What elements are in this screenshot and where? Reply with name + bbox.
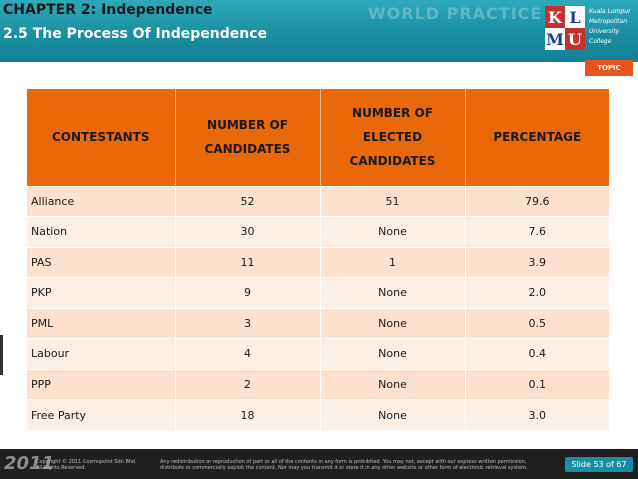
table-row: Free Party 18 None 3.0 [27,399,609,430]
logo-letter: K [545,6,565,28]
cell-elected: None [320,399,466,430]
cell-elected: 1 [320,246,466,278]
cell-elected: None [320,368,466,400]
header-percentage: PERCENTAGE [465,89,609,186]
cell-candidates: 30 [175,216,321,247]
cell-party: Free Party [27,399,176,430]
election-results-table: CONTESTANTS NUMBER OF CANDIDATES NUMBER … [27,89,609,430]
cell-elected: None [320,216,466,247]
cell-percentage: 0.5 [465,307,609,339]
slide-header: CHAPTER 2: Independence 2.5 The Process … [0,0,638,62]
cell-elected: 51 [320,185,466,217]
cell-party: Alliance [27,185,176,217]
cell-party: PPP [27,368,176,400]
footer-copyright: Copyright © 2011 Cosmopoint Sdn Bhd. All… [36,459,156,471]
header-label: CONTESTANTS [52,130,150,145]
notice-line: distribute or commercially exploit the c… [160,465,528,471]
cell-percentage: 7.6 [465,216,609,247]
cell-candidates: 18 [175,399,321,430]
cell-candidates: 9 [175,277,321,308]
cell-candidates: 3 [175,307,321,339]
notice-line: Any redistribution or reproduction of pa… [160,459,527,465]
footer-year: 2011 [4,453,55,474]
cell-elected: None [320,277,466,308]
cell-candidates: 52 [175,185,321,217]
logo-letter: L [565,6,585,28]
table-row: PAS 11 1 3.9 [27,246,609,278]
results-table: CONTESTANTS NUMBER OF CANDIDATES NUMBER … [27,89,609,430]
logo-text: Kuala Lumpur Metropolitan University Col… [589,7,631,47]
cell-percentage: 3.9 [465,246,609,278]
table-row: PKP 9 None 2.0 [27,277,609,308]
header-label: CANDIDATES [204,142,291,157]
cell-party: PML [27,307,176,339]
chapter-title: CHAPTER 2: Independence [3,2,213,18]
left-edge-marker [0,335,3,375]
cell-percentage: 2.0 [465,277,609,308]
header-label: PERCENTAGE [493,130,582,145]
logo-line: University [589,28,620,35]
logo-mark: K L M U [545,6,585,50]
cell-percentage: 0.1 [465,368,609,400]
section-title: 2.5 The Process Of Independence [3,26,267,42]
table-row: PPP 2 None 0.1 [27,368,609,400]
header-candidates: NUMBER OF CANDIDATES [175,89,321,186]
topic-button[interactable]: TOPIC [585,60,633,76]
cell-party: Labour [27,338,176,369]
cell-candidates: 2 [175,368,321,400]
header-label: ELECTED [362,130,423,145]
logo-letter: U [565,28,585,50]
table-header-row: CONTESTANTS NUMBER OF CANDIDATES NUMBER … [27,89,609,186]
header-label: NUMBER OF [352,106,433,121]
klmu-logo: K L M U Kuala Lumpur Metropolitan Univer… [545,6,635,50]
cell-party: PKP [27,277,176,308]
cell-party: PAS [27,246,176,278]
cell-candidates: 4 [175,338,321,369]
cell-percentage: 0.4 [465,338,609,369]
header-elected: NUMBER OF ELECTED CANDIDATES [320,89,466,186]
copyright-line: All Rights Reserved. [36,465,87,471]
logo-line: College [589,38,612,45]
table-row: Alliance 52 51 79.6 [27,185,609,217]
header-label: NUMBER OF [207,118,288,133]
cell-percentage: 79.6 [465,185,609,217]
logo-letter: M [545,28,565,50]
copyright-line: Copyright © 2011 Cosmopoint Sdn Bhd. [36,459,137,465]
cell-elected: None [320,307,466,339]
cell-percentage: 3.0 [465,399,609,430]
header-contestants: CONTESTANTS [27,89,176,186]
header-watermark: WORLD PRACTICE [368,4,543,23]
logo-line: Metropolitan [589,18,628,25]
cell-party: Nation [27,216,176,247]
footer-notice: Any redistribution or reproduction of pa… [160,459,556,471]
table-row: PML 3 None 0.5 [27,307,609,339]
header-label: CANDIDATES [349,154,436,169]
table-row: Nation 30 None 7.6 [27,216,609,247]
slide-footer: 2011 Copyright © 2011 Cosmopoint Sdn Bhd… [0,449,638,479]
logo-line: Kuala Lumpur [589,8,631,15]
cell-candidates: 11 [175,246,321,278]
table-row: Labour 4 None 0.4 [27,338,609,369]
slide-number: Slide 53 of 67 [565,457,633,472]
cell-elected: None [320,338,466,369]
